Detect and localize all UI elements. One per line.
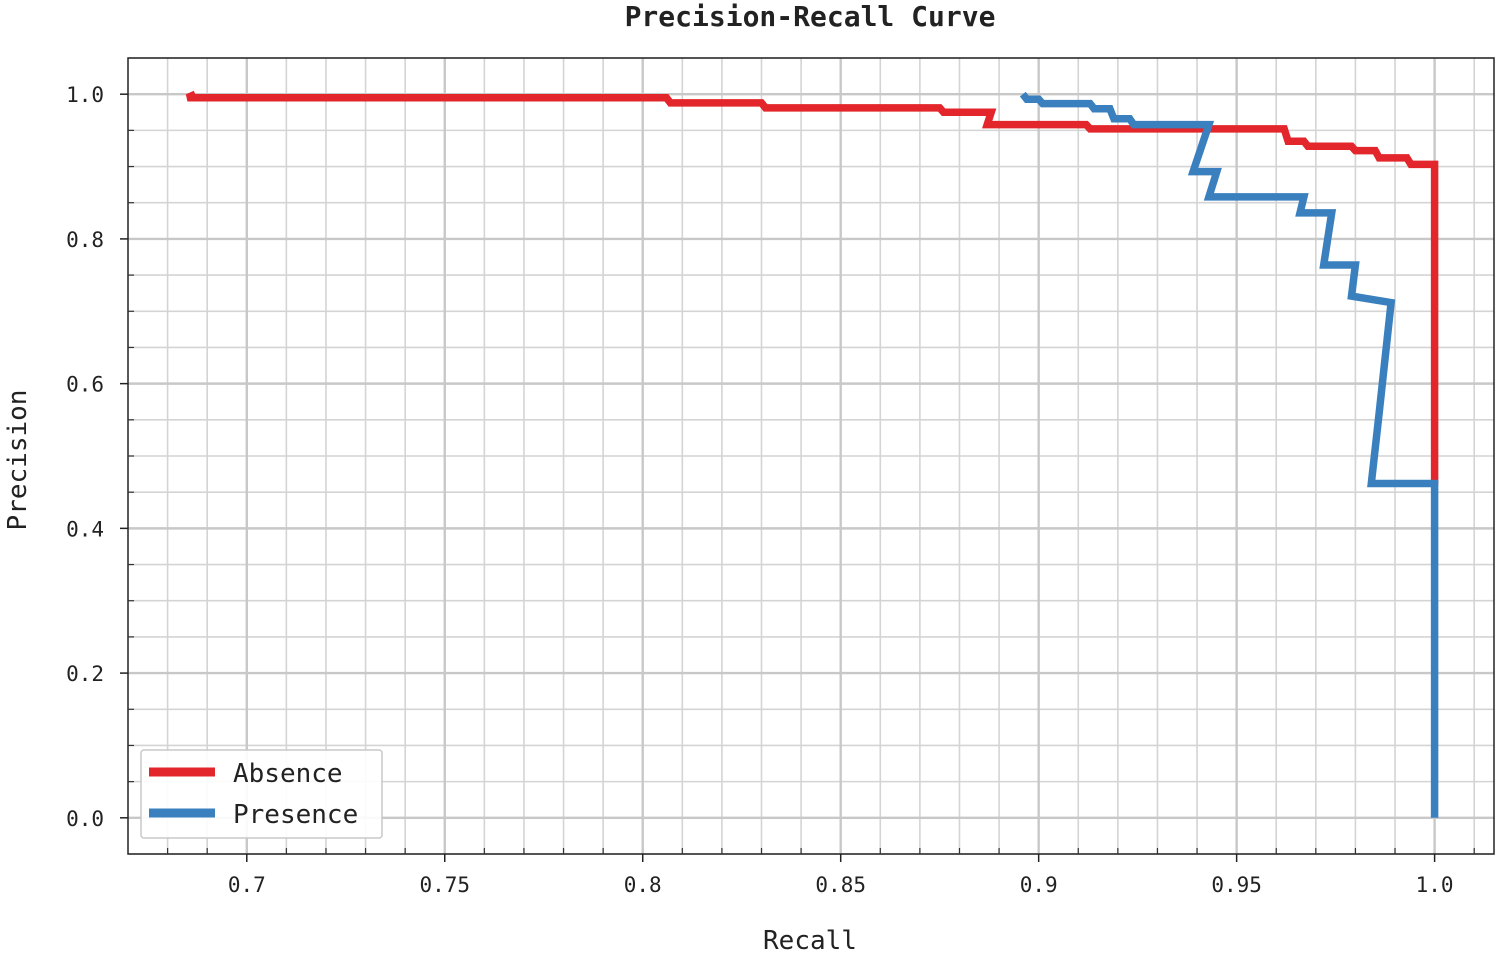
x-axis-label: Recall [763,926,857,955]
y-tick-label: 0.2 [66,662,104,686]
axis-ticks [120,57,1475,862]
x-tick-label: 0.7 [228,873,266,897]
x-tick-label: 0.75 [419,873,470,897]
series-lines [185,90,1439,818]
y-axis-label: Precision [3,390,33,531]
x-tick-label: 0.95 [1211,873,1262,897]
y-tick-labels: 0.0 0.2 0.4 0.6 0.8 1.0 [66,83,104,831]
series-line-absence [185,90,1439,485]
x-tick-label: 1.0 [1416,873,1454,897]
chart-title: Precision-Recall Curve [625,0,996,33]
y-tick-label: 0.8 [66,228,104,252]
series-line-presence [1019,91,1439,818]
x-tick-labels: 0.7 0.75 0.8 0.85 0.9 0.95 1.0 [228,873,1454,897]
x-tick-label: 0.8 [624,873,662,897]
y-tick-label: 0.0 [66,807,104,831]
y-tick-label: 0.4 [66,517,104,541]
grid-minor [128,57,1494,855]
y-tick-label: 1.0 [66,83,104,107]
x-tick-label: 0.85 [815,873,866,897]
legend-absence-label: Absence [233,759,343,789]
legend: Absence Presence [140,749,383,839]
x-tick-label: 0.9 [1020,873,1058,897]
legend-presence-label: Presence [233,800,358,830]
y-tick-label: 0.6 [66,373,104,397]
